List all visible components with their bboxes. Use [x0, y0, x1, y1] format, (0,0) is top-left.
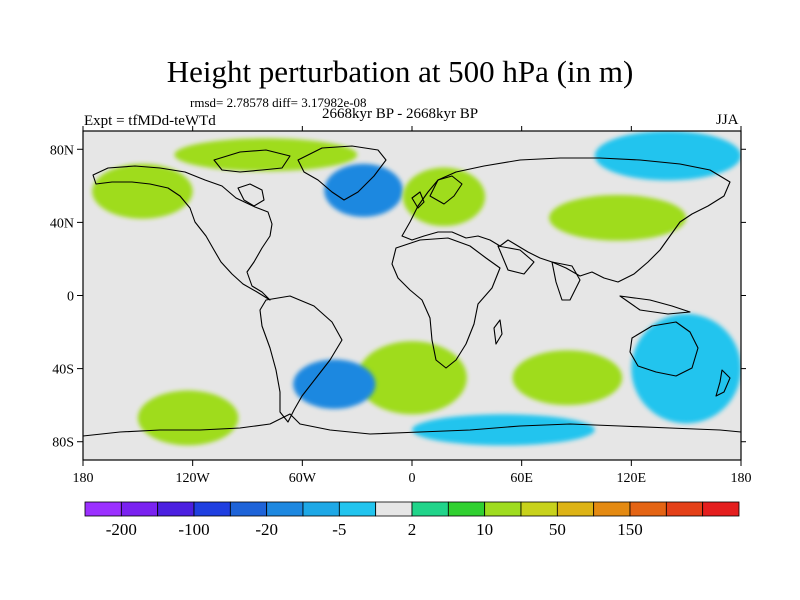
axes: 180 120W 60W 0 60E 120E 180 80N 40N 0 40S 80S	[50, 126, 752, 486]
colorbar-label: -20	[255, 520, 278, 539]
colorbar-swatch	[556, 501, 595, 517]
anomaly-arctic-canada-positive	[174, 138, 358, 172]
colorbar-label: 10	[476, 520, 493, 539]
colorbar-label: -5	[332, 520, 346, 539]
coast-new-zealand	[715, 369, 731, 397]
anomaly-siberia-negative	[594, 131, 741, 181]
x-tick-label: 60E	[510, 471, 533, 486]
x-tick-label: 180	[73, 471, 94, 486]
coast-greenland	[297, 145, 387, 201]
anomaly-indian-ocean-positive	[512, 350, 623, 406]
anomaly-drake-passage-negative	[293, 359, 376, 409]
experiment-label: Expt = tfMDd-teWTd	[84, 113, 216, 129]
colorbar-swatch	[629, 501, 667, 517]
colorbar-label: 150	[617, 520, 643, 539]
coast-antarctica	[83, 413, 741, 437]
chart-title: Height perturbation at 500 hPa (in m)	[166, 54, 634, 89]
colorbar-swatch	[520, 501, 558, 517]
coast-madagascar	[493, 319, 503, 345]
colorbar-swatch	[157, 501, 195, 517]
colorbar-swatch	[193, 501, 231, 517]
colorbar-swatch	[593, 501, 631, 517]
period-label: 2668kyr BP - 2668kyr BP	[322, 106, 479, 122]
stats-line: rmsd= 2.78578 diff= 3.17982e-08	[190, 95, 367, 110]
x-tick-label: 120W	[176, 471, 211, 486]
x-tick-label: 180	[731, 471, 752, 486]
coast-scandinavia	[429, 175, 463, 205]
anomaly-south-atlantic-positive	[357, 341, 467, 415]
anomaly-north-atlantic-negative	[324, 163, 403, 217]
coast-eurasia	[401, 157, 731, 283]
anomaly-europe-positive	[402, 167, 486, 227]
colorbar-swatch	[338, 501, 377, 517]
anomaly-southern-ocean-negative	[412, 414, 595, 446]
anomaly-central-asia-positive	[549, 194, 687, 241]
colorbar-label: -100	[178, 520, 209, 539]
colorbar-swatch	[120, 501, 159, 517]
y-tick-label: 0	[67, 290, 74, 305]
anomaly-south-pacific-positive	[137, 390, 239, 446]
colorbar-label: -200	[106, 520, 137, 539]
coast-india	[551, 261, 581, 301]
colorbar-swatch	[702, 501, 740, 517]
x-tick-label: 60W	[289, 471, 317, 486]
colorbar-swatch	[411, 501, 449, 517]
colorbar-swatch	[375, 501, 413, 517]
season-label: JJA	[716, 112, 739, 128]
colorbar: -200 -100 -20 -5 2 10 50 150	[84, 501, 740, 539]
colorbar-label: 50	[549, 520, 566, 539]
coast-british-isles	[411, 191, 425, 209]
coast-south-america	[259, 295, 343, 423]
colorbar-label: 2	[408, 520, 417, 539]
colorbar-swatch	[484, 501, 522, 517]
coastlines	[83, 145, 741, 437]
coast-southeast-asia	[619, 295, 691, 315]
colorbar-swatch	[302, 501, 340, 517]
x-tick-label: 0	[409, 471, 416, 486]
coast-north-america	[92, 165, 273, 301]
anomaly-north-pacific-positive	[92, 163, 193, 219]
y-tick-label: 80N	[50, 143, 74, 158]
colorbar-swatch	[84, 501, 122, 517]
coast-africa	[391, 237, 501, 369]
colorbar-swatch	[266, 501, 304, 517]
colorbar-swatch	[665, 501, 704, 517]
y-tick-label: 40N	[50, 216, 74, 231]
anomaly-field	[92, 131, 741, 446]
x-tick-label: 120E	[617, 471, 647, 486]
coast-australia	[629, 321, 699, 377]
colorbar-swatch	[229, 501, 268, 517]
anomaly-tasman-negative	[631, 313, 741, 424]
y-tick-label: 80S	[52, 436, 74, 451]
colorbar-swatch	[447, 501, 486, 517]
coast-arctic-islands	[213, 149, 291, 173]
coast-hudson-bay	[237, 183, 265, 207]
coast-arabia	[497, 245, 535, 275]
y-tick-label: 40S	[52, 363, 74, 378]
